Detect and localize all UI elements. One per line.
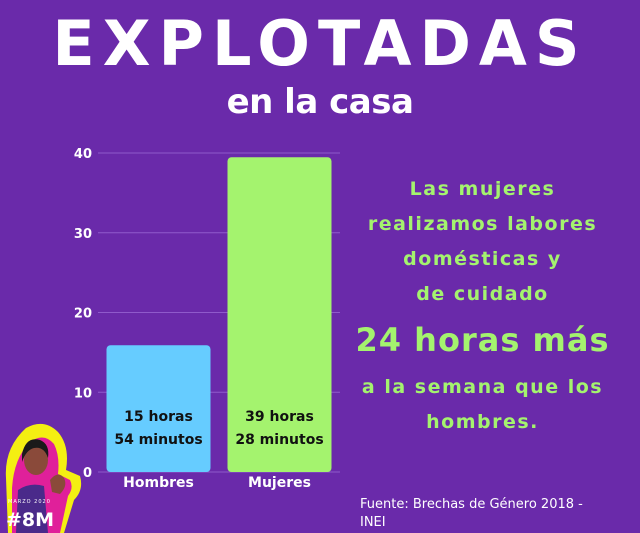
badge-hashtag: #8M [6,509,55,531]
message-line-5: a la semana que los [361,376,604,398]
woman-illustration-icon [5,423,82,533]
source-note: Fuente: Brechas de Género 2018 - INEI [360,497,583,530]
bar-data-label: 28 minutos [235,432,323,448]
bar-data-label: 39 horas [245,409,314,425]
page-subtitle: en la casa [226,82,414,122]
y-tick-label: 10 [74,386,92,401]
page-title: EXPLOTADAS [52,7,588,80]
y-tick-label: 20 [74,307,92,322]
y-tick-label: 0 [83,466,92,481]
message-line-6: hombres. [426,411,539,433]
x-tick-label: Hombres [123,475,194,491]
message-line-4: de cuidado [416,283,549,305]
bar-data-label: 54 minutos [114,432,202,448]
x-tick-label: Mujeres [248,475,311,491]
message-line-1: Las mujeres [409,178,556,200]
message-block: Las mujeres realizamos labores doméstica… [345,172,620,440]
bar-data-label: 15 horas [124,409,193,425]
message-line-3: domésticas y [403,248,562,270]
bar-mujeres [227,157,332,472]
bar-hombres [106,345,211,472]
y-tick-label: 40 [74,147,92,162]
message-line-2: realizamos labores [367,213,598,235]
badge-year: MARZO 2020 [8,499,51,505]
y-tick-label: 30 [74,227,92,242]
message-highlight: 24 horas más [355,321,610,359]
